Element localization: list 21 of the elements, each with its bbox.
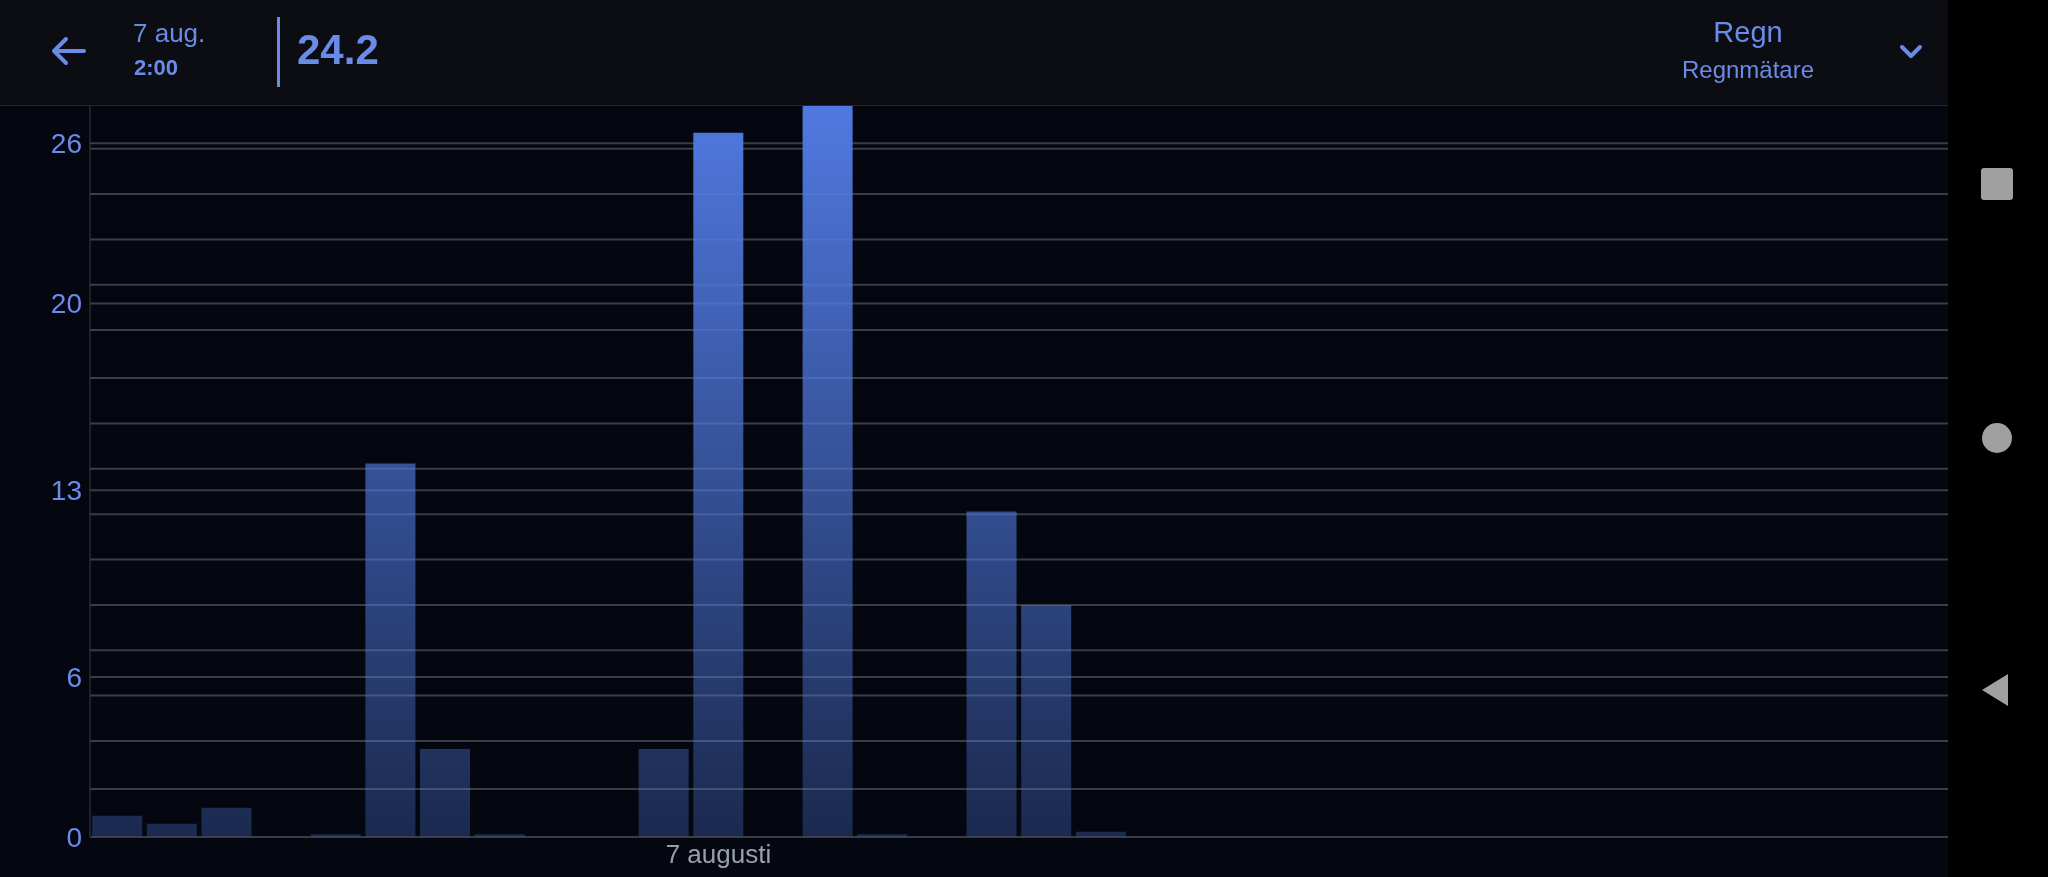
x-tick-label: 7 augusti bbox=[665, 839, 772, 870]
y-tick-label: 6 bbox=[66, 661, 82, 693]
bar bbox=[693, 132, 744, 837]
y-tick-label: 13 bbox=[50, 475, 82, 507]
text: 24.2 bbox=[297, 26, 379, 74]
bar bbox=[966, 511, 1017, 837]
chart-title: Regn bbox=[1712, 16, 1784, 49]
y-tick-label: 20 bbox=[50, 288, 82, 320]
bar bbox=[146, 823, 197, 837]
chart-subtitle: Regnmätare bbox=[1680, 56, 1816, 84]
y-tick-label: 0 bbox=[66, 821, 82, 853]
bar bbox=[638, 748, 689, 837]
bar bbox=[802, 106, 853, 837]
text: 2:00 bbox=[134, 55, 179, 81]
bar bbox=[365, 463, 416, 837]
y-tick-label: 26 bbox=[50, 128, 82, 160]
bar bbox=[92, 815, 143, 837]
bar bbox=[201, 807, 252, 837]
bar bbox=[1021, 604, 1072, 837]
text: 7 aug. bbox=[133, 18, 206, 49]
bar bbox=[420, 748, 471, 837]
